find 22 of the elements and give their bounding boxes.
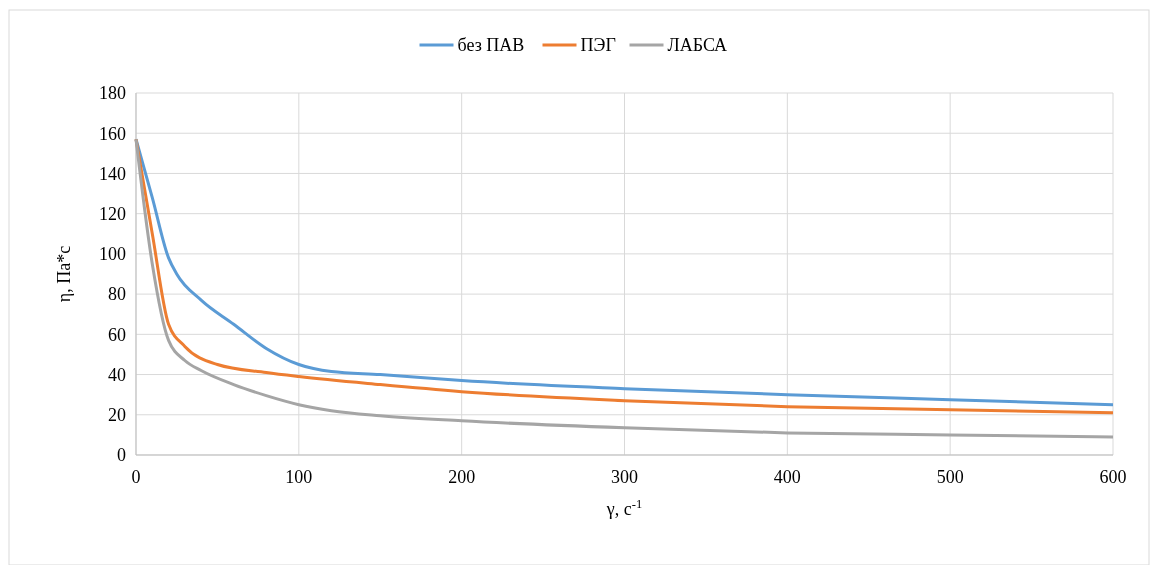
legend-label: ПЭГ	[580, 35, 616, 56]
legend-label: ЛАБСА	[667, 35, 728, 56]
x-tick-label: 300	[611, 467, 638, 487]
y-tick-label: 0	[117, 445, 126, 466]
x-tick-label: 0	[131, 467, 141, 487]
y-tick-label: 140	[99, 163, 126, 184]
legend-label: без ПАВ	[457, 35, 525, 56]
y-tick-label: 120	[99, 203, 126, 224]
x-axis-title: γ, с$^{-1}$	[605, 497, 643, 519]
y-tick-label: 160	[99, 123, 126, 144]
x-tick-label: 200	[448, 467, 476, 487]
x-tick-label: 600	[1099, 467, 1127, 487]
x-tick-label: 400	[773, 467, 801, 487]
y-axis-title: η, Па*с	[54, 245, 74, 303]
y-tick-label: 40	[108, 364, 126, 385]
x-tick-label: 500	[936, 467, 964, 487]
y-tick-label: 100	[99, 244, 126, 265]
y-tick-label: 80	[108, 284, 126, 305]
y-tick-label: 60	[108, 324, 126, 345]
y-tick-label: 180	[99, 83, 126, 104]
y-tick-label: 20	[108, 405, 126, 426]
x-tick-label: 100	[285, 467, 313, 487]
